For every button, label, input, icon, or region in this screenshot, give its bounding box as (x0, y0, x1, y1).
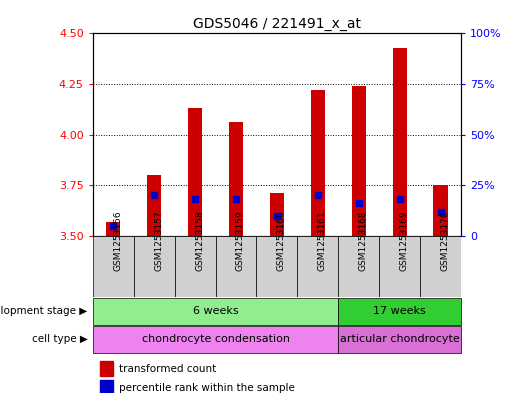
FancyBboxPatch shape (297, 236, 338, 297)
Text: chondrocyte condensation: chondrocyte condensation (142, 334, 289, 344)
Point (232, 196, 240, 202)
FancyBboxPatch shape (257, 236, 297, 297)
Bar (434, 185, 448, 236)
Bar (229, 123, 243, 236)
FancyBboxPatch shape (134, 236, 174, 297)
Text: development stage ▶: development stage ▶ (0, 306, 87, 316)
Bar (188, 108, 202, 236)
FancyBboxPatch shape (93, 298, 338, 325)
FancyBboxPatch shape (338, 326, 461, 353)
FancyBboxPatch shape (338, 236, 379, 297)
FancyBboxPatch shape (379, 236, 420, 297)
FancyBboxPatch shape (420, 236, 461, 297)
Bar (270, 193, 284, 236)
Point (395, 196, 404, 202)
Point (272, 212, 281, 219)
Title: GDS5046 / 221491_x_at: GDS5046 / 221491_x_at (193, 17, 361, 31)
FancyBboxPatch shape (93, 236, 134, 297)
Bar (100, 380, 113, 393)
Text: GSM1253161: GSM1253161 (318, 210, 327, 271)
Bar (351, 86, 366, 236)
Bar (100, 361, 113, 376)
FancyBboxPatch shape (216, 236, 257, 297)
Bar (311, 90, 325, 236)
Point (191, 196, 199, 202)
Text: GSM1253169: GSM1253169 (400, 210, 409, 271)
Text: GSM1253159: GSM1253159 (236, 210, 245, 271)
Text: GSM1253160: GSM1253160 (277, 210, 286, 271)
Bar (106, 222, 120, 236)
FancyBboxPatch shape (338, 298, 461, 325)
Text: GSM1253168: GSM1253168 (359, 210, 368, 271)
Bar (393, 48, 407, 236)
Point (150, 192, 158, 198)
Point (109, 222, 118, 229)
Text: GSM1253157: GSM1253157 (154, 210, 163, 271)
Text: cell type ▶: cell type ▶ (32, 334, 87, 344)
Text: 6 weeks: 6 weeks (193, 306, 238, 316)
FancyBboxPatch shape (174, 236, 216, 297)
Text: transformed count: transformed count (119, 364, 216, 374)
Text: GSM1253156: GSM1253156 (113, 210, 122, 271)
Point (314, 192, 322, 198)
Point (436, 208, 445, 215)
Bar (147, 175, 161, 236)
Point (355, 200, 363, 207)
Text: 17 weeks: 17 weeks (373, 306, 426, 316)
Text: percentile rank within the sample: percentile rank within the sample (119, 383, 294, 393)
Text: GSM1253170: GSM1253170 (440, 210, 449, 271)
Text: GSM1253158: GSM1253158 (195, 210, 204, 271)
Text: articular chondrocyte: articular chondrocyte (340, 334, 460, 344)
FancyBboxPatch shape (93, 326, 338, 353)
